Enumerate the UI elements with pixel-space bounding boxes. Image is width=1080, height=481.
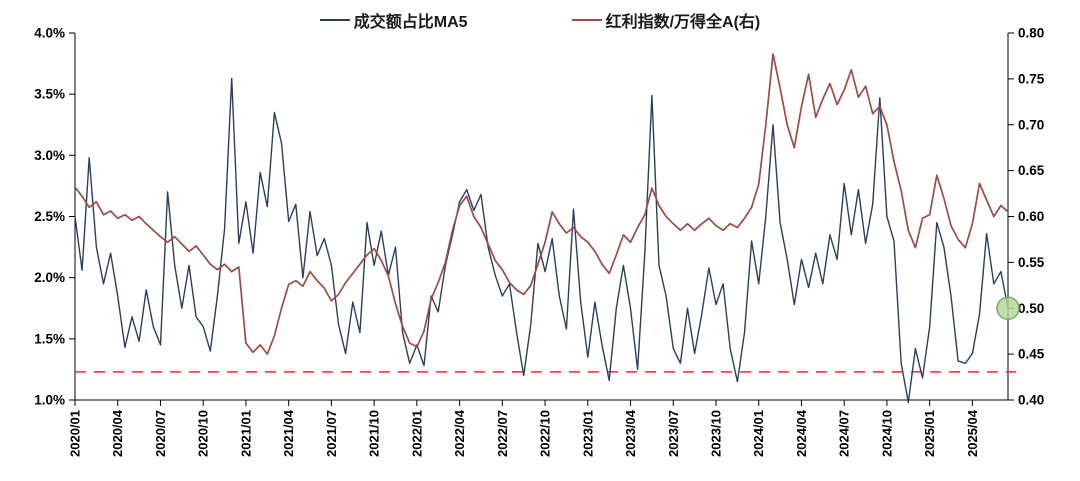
x-axis-tick-label: 2023/01 bbox=[580, 410, 595, 457]
right-axis-tick-label: 0.55 bbox=[1018, 255, 1045, 270]
x-axis-tick-label: 2021/07 bbox=[324, 410, 339, 457]
legend-item-dividend-ratio[interactable]: 红利指数/万得全A(右) bbox=[571, 8, 761, 32]
x-axis-tick-label: 2024/04 bbox=[794, 409, 809, 457]
x-axis-tick-label: 2021/01 bbox=[238, 410, 253, 457]
left-axis-tick-label: 1.5% bbox=[34, 331, 65, 346]
x-axis-tick-label: 2023/07 bbox=[666, 410, 681, 457]
right-axis-tick-label: 0.65 bbox=[1018, 163, 1045, 178]
legend-item-turnover-ma5[interactable]: 成交额占比MA5 bbox=[319, 8, 468, 32]
x-axis-tick-label: 2024/10 bbox=[879, 410, 894, 457]
left-axis-tick-label: 2.0% bbox=[34, 270, 65, 285]
right-axis-tick-label: 0.45 bbox=[1018, 347, 1045, 362]
x-axis-tick-label: 2025/04 bbox=[965, 409, 980, 457]
legend-line-swatch-red bbox=[571, 19, 602, 21]
left-axis-tick-label: 1.0% bbox=[34, 393, 65, 408]
series-line-dividend-ratio bbox=[74, 53, 1009, 355]
x-axis-tick-label: 2024/07 bbox=[837, 410, 852, 457]
x-axis-tick-label: 2021/04 bbox=[281, 409, 296, 457]
series-line-turnover-ma5 bbox=[74, 77, 1009, 404]
x-axis-tick-label: 2023/04 bbox=[623, 409, 638, 457]
left-axis-tick-label: 4.0% bbox=[34, 26, 65, 41]
x-axis-tick-label: 2020/04 bbox=[110, 409, 125, 457]
x-axis-tick-label: 2022/04 bbox=[452, 409, 467, 457]
x-axis-tick-label: 2021/10 bbox=[367, 410, 382, 457]
left-axis-tick-label: 3.5% bbox=[34, 87, 65, 102]
x-axis-tick-label: 2022/10 bbox=[538, 410, 553, 457]
x-axis-tick-label: 2020/01 bbox=[68, 410, 83, 457]
x-axis-tick-label: 2020/07 bbox=[153, 410, 168, 457]
right-axis-tick-label: 0.60 bbox=[1018, 209, 1044, 224]
x-axis-tick-label: 2022/01 bbox=[409, 410, 424, 457]
x-axis-tick-label: 2025/01 bbox=[922, 410, 937, 457]
x-axis-tick-label: 2022/07 bbox=[495, 410, 510, 457]
right-axis-tick-label: 0.75 bbox=[1018, 71, 1045, 86]
right-axis-tick-label: 0.80 bbox=[1018, 26, 1044, 41]
x-axis-tick-label: 2024/01 bbox=[751, 410, 766, 457]
x-axis-tick-label: 2023/10 bbox=[708, 410, 723, 457]
right-axis-tick-label: 0.50 bbox=[1018, 301, 1044, 316]
left-axis-tick-label: 2.5% bbox=[34, 209, 65, 224]
legend-label: 成交额占比MA5 bbox=[353, 14, 468, 31]
chart-legend: 成交额占比MA5 红利指数/万得全A(右) bbox=[0, 8, 1080, 32]
left-axis-tick-label: 3.0% bbox=[34, 148, 65, 163]
endpoint-marker bbox=[996, 296, 1020, 320]
legend-line-swatch-navy bbox=[319, 19, 350, 21]
right-axis-tick-label: 0.70 bbox=[1018, 117, 1044, 132]
legend-label: 红利指数/万得全A(右) bbox=[605, 14, 761, 31]
right-axis-tick-label: 0.40 bbox=[1018, 393, 1044, 408]
x-axis-tick-label: 2020/10 bbox=[196, 410, 211, 457]
